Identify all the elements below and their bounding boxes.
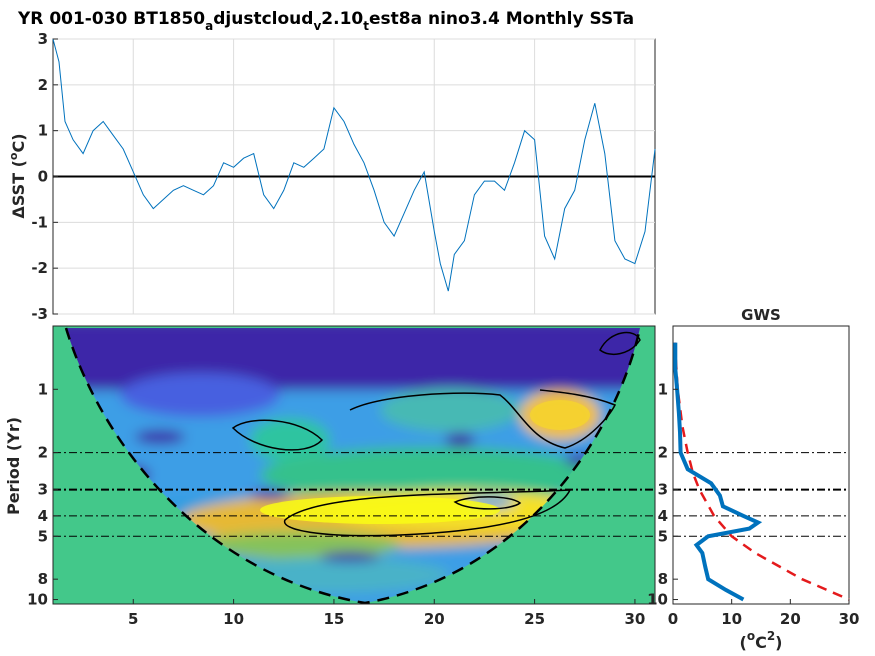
x-tick-label: 20 <box>424 610 445 628</box>
y-tick-label: 4 <box>38 507 48 525</box>
x-tick-label: 30 <box>624 610 645 628</box>
x-tick-label: 5 <box>128 610 138 628</box>
gws-y-tick-label: 3 <box>658 481 668 499</box>
y-tick-label: 2 <box>38 444 48 462</box>
gws-title: GWS <box>741 306 781 324</box>
significance-contour-upper <box>349 389 617 449</box>
gws-y-tick-label: 1 <box>658 380 668 398</box>
x-tick-label: 10 <box>223 610 244 628</box>
gws-period-reference-lines <box>673 452 849 537</box>
chart-title: YR 001-030 BT1850adjustcloudv2.10test8a … <box>17 9 634 33</box>
significance-contour-left <box>231 419 324 451</box>
y-tick-label: 1 <box>38 122 48 140</box>
wavelet-x-ticks: 5 10 15 20 25 30 <box>128 599 645 628</box>
period-reference-lines <box>53 452 655 537</box>
y-tick-label: 1 <box>38 380 48 398</box>
gws-xlabel: (oC2) <box>740 629 783 652</box>
gws-x-ticks: 0 10 20 30 <box>668 599 860 628</box>
y-tick-label: -1 <box>31 213 48 231</box>
cone-of-influence <box>64 327 642 604</box>
significance-contour-inner <box>453 496 522 510</box>
wavelet-y-ticks: 1 2 3 4 5 8 10 <box>27 380 58 609</box>
wavelet-power-panel: 5 10 15 20 25 30 1 2 3 4 5 8 10 Period (Yr) <box>4 325 656 628</box>
gws-y-tick-label: 10 <box>647 591 668 609</box>
y-tick-label: 3 <box>38 30 48 48</box>
y-tick-label: -3 <box>31 305 48 323</box>
gws-y-tick-label: 2 <box>658 444 668 462</box>
significance-contour-main <box>283 489 572 537</box>
gws-y-tick-label: 8 <box>658 570 668 588</box>
time-series-panel: 3 2 1 0 -1 -2 -3 ΔSST (oC) <box>7 30 656 323</box>
x-tick-label: 25 <box>524 610 545 628</box>
x-tick-label: 15 <box>323 610 344 628</box>
gws-x-tick-label: 30 <box>839 610 860 628</box>
gws-y-tick-label: 4 <box>658 507 668 525</box>
y-tick-label: 2 <box>38 76 48 94</box>
y-tick-label: 10 <box>27 591 48 609</box>
wavelet-axes <box>52 325 656 605</box>
sst-anomaly-series-line <box>52 38 656 292</box>
y-tick-label: -2 <box>31 259 48 277</box>
y-tick-label: 5 <box>38 527 48 545</box>
gws-power-curve <box>673 342 763 602</box>
time-series-ylabel: ΔSST (oC) <box>7 133 28 218</box>
gws-y-tick-label: 5 <box>658 527 668 545</box>
gws-y-ticks: 1 2 3 4 5 8 10 <box>647 380 678 609</box>
gws-axes <box>672 325 850 605</box>
significance-contour-corner <box>599 331 641 356</box>
gws-x-tick-label: 20 <box>780 610 801 628</box>
y-tick-label: 3 <box>38 481 48 499</box>
gws-x-tick-label: 0 <box>668 610 678 628</box>
time-series-y-ticks: 3 2 1 0 -1 -2 -3 <box>31 30 58 323</box>
gws-x-tick-label: 10 <box>721 610 742 628</box>
y-tick-label: 8 <box>38 570 48 588</box>
y-tick-label: 0 <box>38 168 48 186</box>
wavelet-ylabel: Period (Yr) <box>4 417 23 515</box>
